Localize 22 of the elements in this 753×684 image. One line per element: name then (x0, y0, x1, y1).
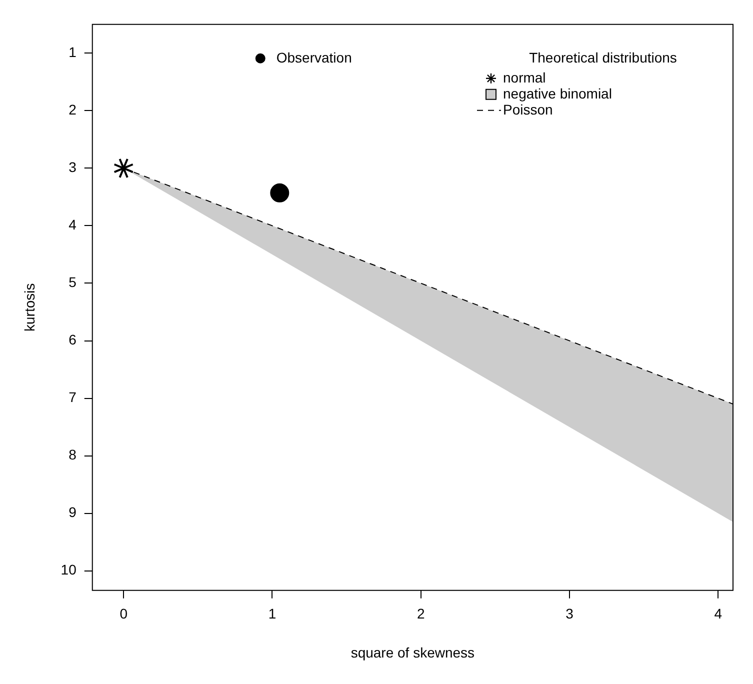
x-tick-label: 4 (714, 606, 722, 622)
y-tick-label: 8 (68, 446, 77, 463)
legend-label: negative binomial (503, 85, 612, 102)
y-tick-label: 4 (68, 216, 77, 233)
y-tick-label: 2 (68, 102, 77, 118)
y-axis-title: kurtosis (21, 283, 38, 332)
y-tick-label: 1 (68, 44, 77, 60)
legend-label: Observation (276, 49, 352, 66)
y-tick-label: 5 (68, 274, 77, 290)
x-tick-label: 2 (416, 606, 425, 622)
x-tick-label: 0 (120, 606, 128, 622)
legend-label: Poisson (503, 101, 553, 118)
y-tick-label: 9 (68, 504, 77, 520)
x-tick-label: 3 (566, 606, 574, 622)
y-tick-label: 3 (68, 159, 77, 176)
y-tick-label: 6 (68, 332, 77, 348)
x-axis-title: square of skewness (350, 644, 475, 660)
legend-title: Theoretical distributions (529, 49, 677, 66)
y-tick-label: 10 (60, 562, 77, 578)
x-tick-label: 1 (268, 606, 276, 622)
legend-label: normal (503, 69, 546, 86)
y-tick-label: 7 (68, 389, 77, 406)
